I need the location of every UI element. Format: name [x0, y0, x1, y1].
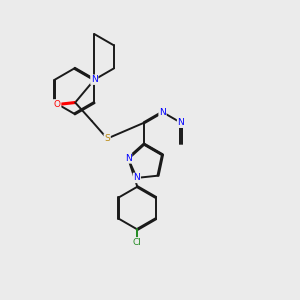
Text: N: N	[91, 75, 98, 84]
Text: N: N	[134, 173, 140, 182]
Text: S: S	[104, 134, 110, 143]
Text: N: N	[159, 108, 166, 117]
Text: N: N	[178, 118, 184, 127]
Text: O: O	[54, 100, 61, 109]
Text: Cl: Cl	[133, 238, 142, 247]
Text: N: N	[125, 154, 131, 163]
